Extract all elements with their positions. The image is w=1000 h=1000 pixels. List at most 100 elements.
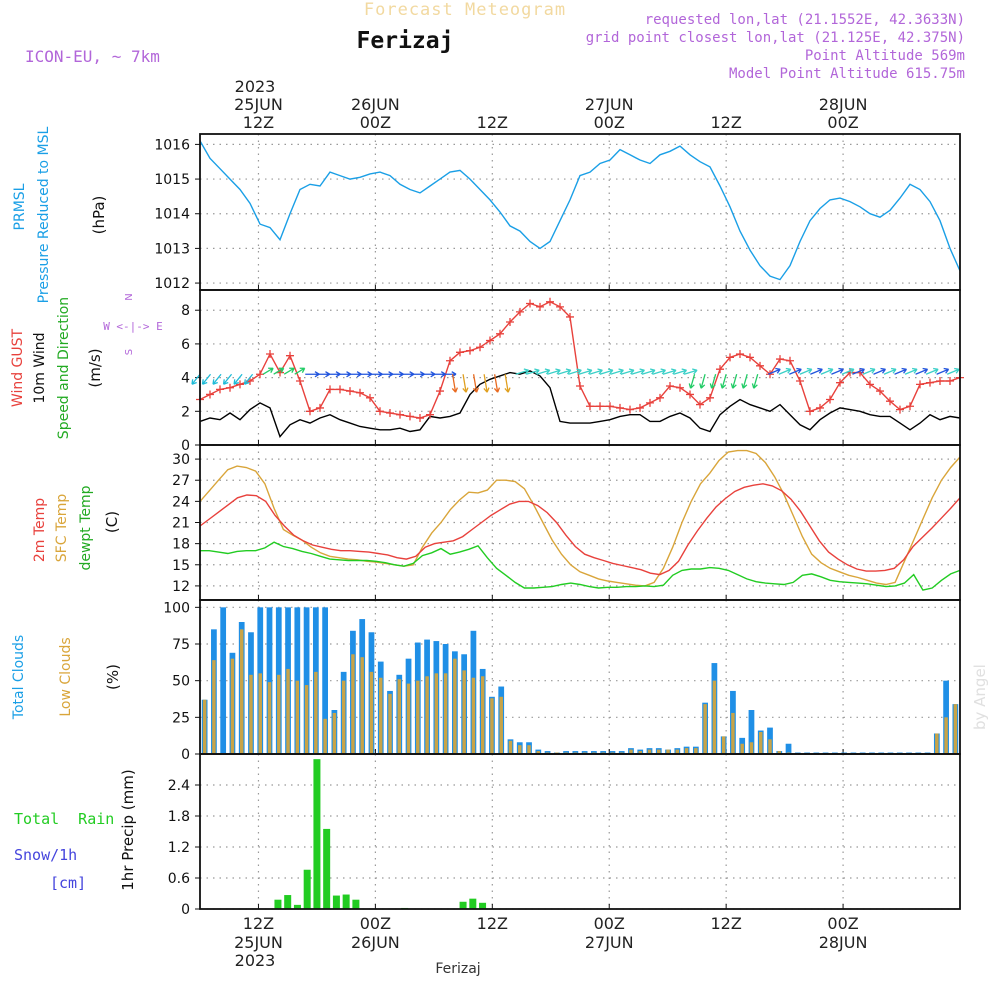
wind-direction-arrow [873, 367, 887, 375]
wind-direction-arrow [472, 374, 480, 393]
gust-marker [906, 402, 914, 411]
wind-direction-arrow [212, 373, 222, 385]
panel-frame [199, 753, 961, 910]
ytick-label: 100 [163, 600, 190, 616]
gust-marker [476, 343, 484, 352]
top-date-label: 27JUN [585, 95, 634, 114]
pressure-unit: (hPa) [90, 196, 108, 235]
gust-marker [256, 370, 264, 379]
precip-panel: 0 0.6 1.2 1.8 2.4 [168, 754, 960, 918]
bottom-hour-label: 12Z [477, 914, 508, 933]
wind-direction-arrow [831, 367, 844, 375]
low-cloud-bar [740, 743, 744, 754]
top-hour-label: 00Z [360, 113, 391, 132]
gust-marker [426, 410, 434, 419]
wind-direction-arrow [620, 368, 635, 375]
pressure-labels: PRMSL Pressure Reduced to MSL (hPa) [12, 126, 108, 303]
ytick-label: 1.2 [168, 840, 190, 856]
pressure-label-2: Pressure Reduced to MSL [36, 126, 52, 303]
wind-direction-arrow [673, 368, 688, 375]
ytick-label: 0.6 [168, 871, 190, 887]
low-cloud-bar [768, 739, 772, 754]
gust-marker [396, 410, 404, 419]
low-cloud-bar [712, 680, 717, 754]
wind-direction-arrow [925, 367, 939, 375]
gust-marker [886, 397, 894, 406]
gust-marker [506, 318, 514, 327]
gust-marker [546, 297, 554, 306]
point-altitude: Point Altitude 569m [805, 48, 965, 64]
precip-bar [479, 902, 487, 909]
low-cloud-bar [703, 704, 707, 754]
cloud-unit: (%) [104, 664, 122, 690]
low-cloud-bar [944, 717, 948, 754]
low-cloud-bar [406, 683, 411, 754]
low-cloud-bar [499, 696, 503, 754]
gust-marker [416, 414, 424, 423]
wind-direction-arrow [515, 368, 530, 375]
gust-marker [206, 390, 214, 399]
bottom-hour-label: 00Z [594, 914, 625, 933]
low-cloud-bar [536, 751, 541, 754]
precip-bar [323, 828, 331, 909]
low-cloud-label: Low Clouds [58, 637, 74, 716]
low-cloud-bar [935, 733, 939, 754]
compass-s: S [124, 349, 135, 355]
wind-direction-arrow [852, 367, 865, 375]
low-cloud-bar [341, 680, 346, 754]
ytick-label: 50 [172, 674, 190, 690]
low-cloud-bar [443, 673, 448, 754]
gust-marker [486, 336, 494, 345]
gust-marker [576, 382, 584, 391]
low-cloud-bar [527, 745, 531, 754]
gust-marker [676, 383, 684, 392]
low-cloud-bar [360, 657, 364, 754]
gust-marker [296, 376, 304, 385]
low-cloud-bar [249, 674, 253, 754]
wind-direction-arrow [894, 367, 908, 375]
panel-frame [199, 133, 961, 291]
gust-marker [746, 353, 754, 362]
ytick-label: 30 [172, 452, 190, 468]
gust-marker [346, 387, 354, 396]
gust-marker [786, 356, 794, 365]
gust-marker [616, 403, 624, 412]
wind-direction-arrow [699, 374, 706, 389]
total-cloud-bar [220, 607, 227, 754]
requested-coords: requested lon,lat (21.1552E, 42.3633N) [645, 12, 965, 28]
top-hour-label: 12Z [710, 113, 741, 132]
low-cloud-bar [638, 751, 642, 754]
wind-labels: Wind GUST 10m Wind Speed and Direction (… [10, 293, 163, 439]
wind-direction-arrow [820, 367, 834, 375]
wind-direction-arrow [720, 374, 727, 389]
low-cloud-bar [666, 749, 670, 754]
total-cloud-bar [322, 607, 328, 754]
wind-direction-arrow [936, 367, 950, 375]
product-title: Forecast Meteogram [364, 0, 566, 20]
precip-bar [274, 899, 282, 909]
gust-marker [776, 355, 784, 364]
compass-n: N [124, 293, 135, 300]
low-cloud-bar [518, 745, 522, 754]
cloud-labels: Total Clouds Low Clouds (%) [11, 635, 122, 720]
low-cloud-bar [286, 668, 290, 754]
wind-direction-arrow [578, 368, 593, 375]
wind-direction-arrow [810, 367, 823, 375]
low-cloud-bar [731, 712, 735, 754]
wind-direction-arrow [462, 374, 469, 393]
gust-marker [866, 380, 874, 389]
gust-marker [356, 388, 364, 397]
wind-direction-arrow [767, 367, 781, 375]
low-cloud-bar [230, 658, 235, 754]
wind-direction-arrow [526, 368, 540, 375]
wind-direction-arrow [641, 368, 656, 375]
ytick-label: 0 [181, 438, 190, 454]
low-cloud-bar [239, 629, 244, 754]
top-date-label: 25JUN [234, 95, 283, 114]
low-cloud-bar [721, 736, 726, 754]
gust-marker [516, 307, 524, 316]
gust-marker [686, 390, 694, 399]
credit: by Angel [971, 664, 989, 730]
wind-direction-arrow [688, 374, 696, 389]
